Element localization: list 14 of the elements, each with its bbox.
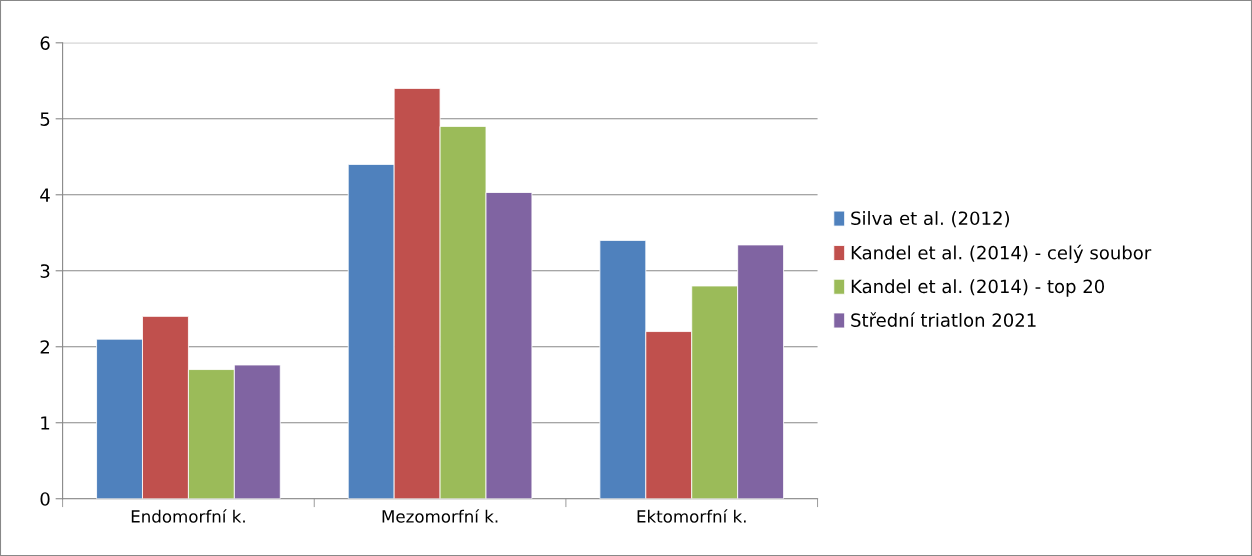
y-tick-label: 5 <box>40 112 50 126</box>
y-tick-label: 0 <box>40 492 50 506</box>
legend-label: Kandel et al. (2014) - celý soubor <box>851 244 1152 264</box>
legend-label: Silva et al. (2012) <box>851 211 1010 228</box>
y-tick-label: 2 <box>40 340 49 354</box>
y-tick-label: 4 <box>40 188 50 202</box>
x-tick-label: Endomorfní k. <box>131 509 245 523</box>
y-tick-label: 3 <box>40 264 50 278</box>
y-tick-label: 1 <box>41 416 50 430</box>
y-tick-label: 6 <box>40 36 50 50</box>
legend-label: Střední triatlon 2021 <box>851 312 1036 327</box>
x-tick-label: Mezomorfní k. <box>382 509 498 523</box>
x-tick-label: Ektomorfní k. <box>637 509 746 523</box>
legend-label: Kandel et al. (2014) - top 20 <box>851 279 1105 297</box>
